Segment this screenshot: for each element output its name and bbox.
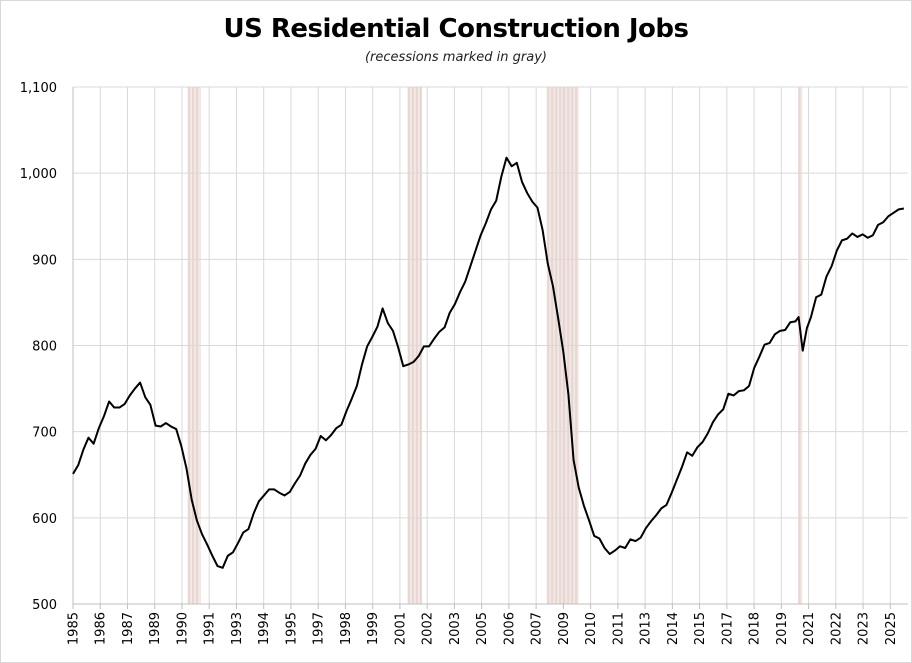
x-tick-label: 1997 xyxy=(312,612,327,645)
x-tick-label: 1986 xyxy=(94,612,109,645)
x-tick-label: 2009 xyxy=(557,612,572,645)
x-tick-label: 2022 xyxy=(829,612,844,645)
y-tick-labels: 500 600 700 800 900 1,000 1,100 xyxy=(20,81,57,613)
x-tick-label: 2023 xyxy=(857,612,872,645)
x-tick-label: 2014 xyxy=(666,612,681,645)
x-tick-label: 2003 xyxy=(448,612,463,645)
x-tick-label: 1993 xyxy=(230,612,245,645)
x-tick-label: 2001 xyxy=(393,612,408,645)
x-tick-label: 2019 xyxy=(775,612,790,645)
chart-title: US Residential Construction Jobs xyxy=(223,14,689,44)
x-tick-label: 2007 xyxy=(530,612,545,645)
y-tick-label: 500 xyxy=(32,598,57,613)
x-tick-label: 1999 xyxy=(366,612,381,645)
x-tick-label: 1991 xyxy=(203,612,218,645)
x-tick-label: 2018 xyxy=(748,612,763,645)
x-tick-label: 2005 xyxy=(475,612,490,645)
y-tick-label: 700 xyxy=(32,426,57,441)
data-series xyxy=(72,156,905,569)
x-tick-label: 2013 xyxy=(639,612,654,645)
series-line xyxy=(72,156,905,569)
x-tick-label: 1985 xyxy=(67,612,82,645)
x-tick-label: 1995 xyxy=(284,612,299,645)
x-tick-label: 1994 xyxy=(257,612,272,645)
x-tick-label: 2011 xyxy=(611,612,626,645)
x-tick-labels: 1985 1986 1987 1989 1990 1991 1993 1994 1995 1997… xyxy=(67,612,899,645)
y-tick-label: 1,000 xyxy=(20,167,57,182)
y-tick-label: 600 xyxy=(32,512,57,527)
x-tick-label: 2010 xyxy=(584,612,599,645)
x-tick-label: 1998 xyxy=(339,612,354,645)
x-tick-label: 2021 xyxy=(802,612,817,645)
x-tick-label: 2002 xyxy=(421,612,436,645)
chart-subtitle: (recessions marked in gray) xyxy=(364,50,547,65)
axes xyxy=(72,87,908,605)
x-tick-label: 2015 xyxy=(693,612,708,645)
x-tick-label: 2025 xyxy=(884,612,899,645)
y-tick-label: 1,100 xyxy=(20,81,57,96)
y-tick-label: 800 xyxy=(32,340,57,355)
x-tick-label: 1990 xyxy=(175,612,190,645)
x-tick-label: 1987 xyxy=(121,612,136,645)
x-tick-label: 2017 xyxy=(720,612,735,645)
x-tick-label: 1989 xyxy=(148,612,163,645)
x-tick-label: 2006 xyxy=(502,612,517,645)
y-tick-label: 900 xyxy=(32,253,57,268)
